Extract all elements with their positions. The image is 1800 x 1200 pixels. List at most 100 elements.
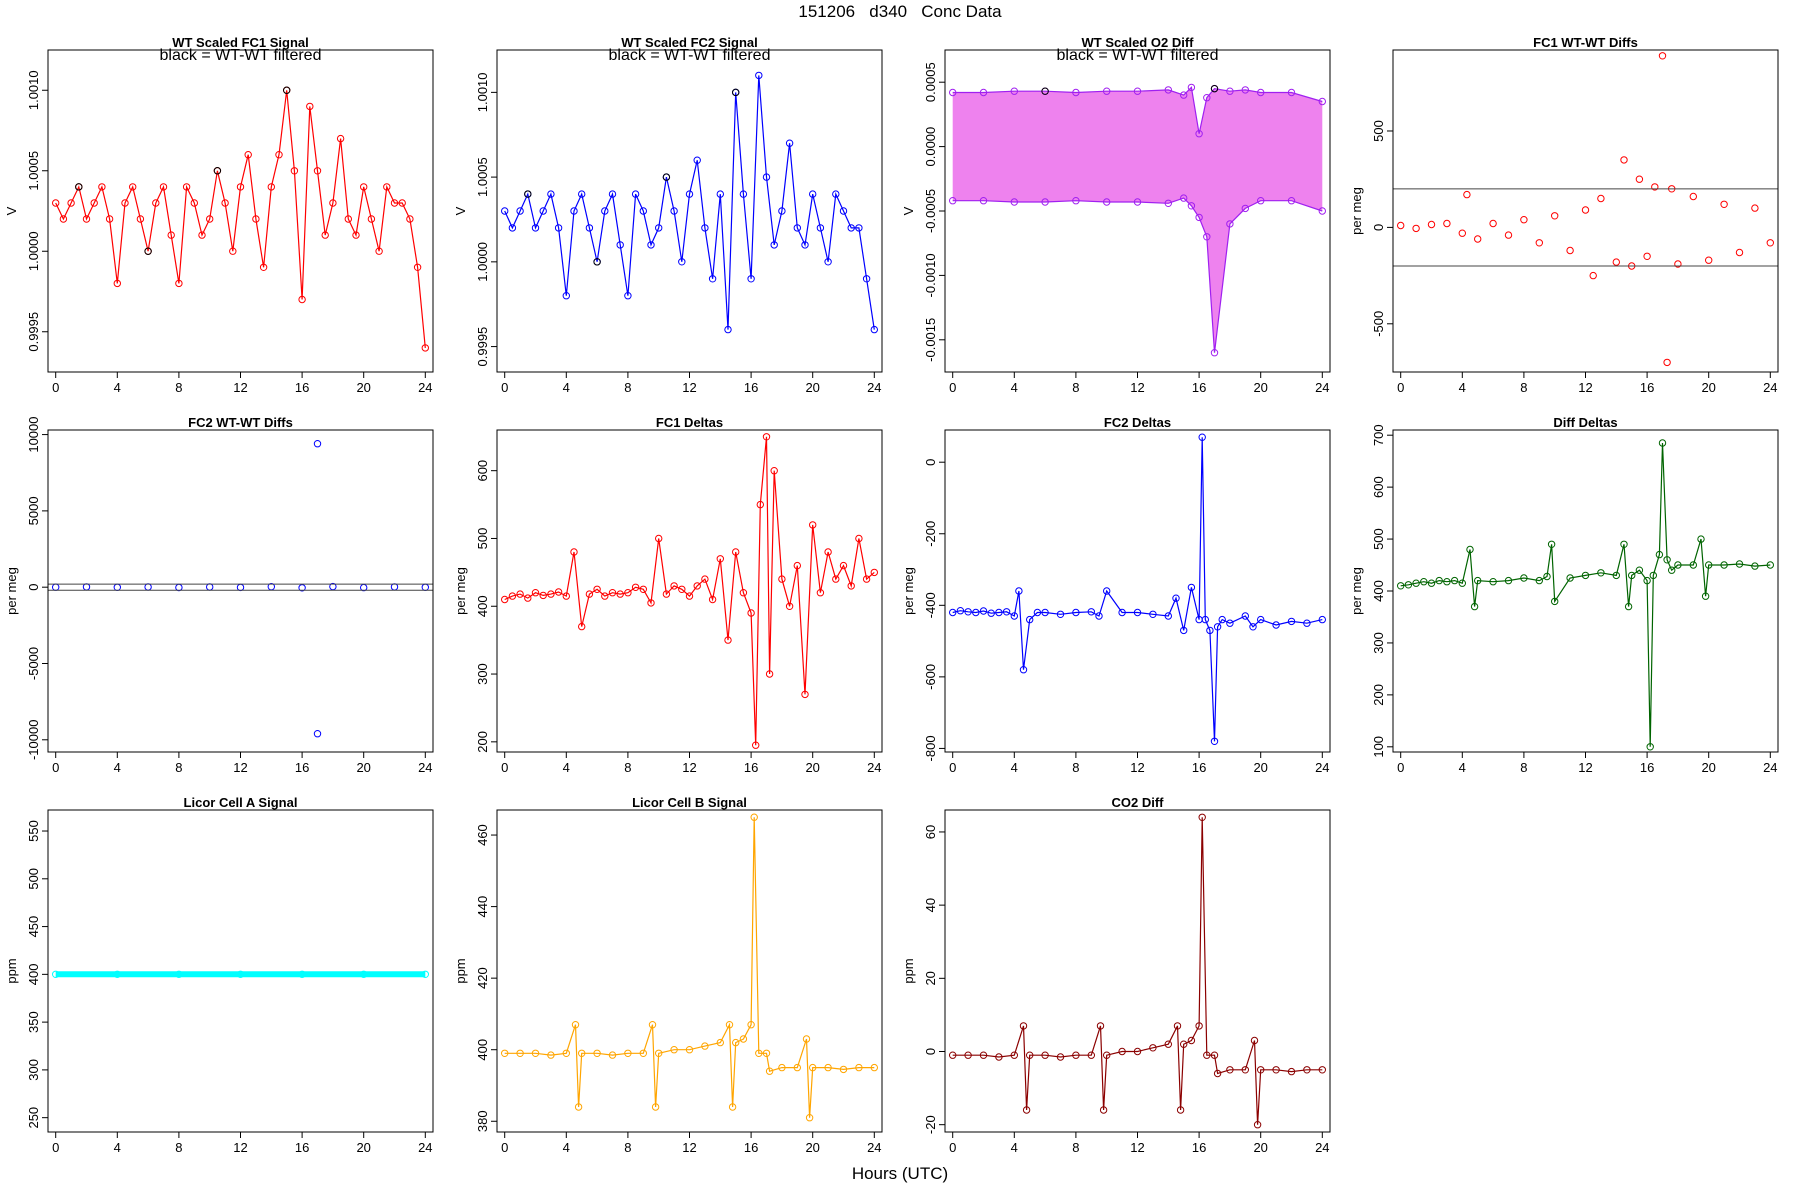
y-tick-label: 1.0000	[26, 231, 41, 271]
data-point	[608, 589, 617, 597]
data-point	[290, 167, 299, 175]
data-point	[360, 970, 368, 978]
series-line	[952, 437, 1323, 742]
data-point	[1176, 1106, 1185, 1114]
data-point	[732, 1038, 740, 1047]
data-point	[406, 215, 414, 223]
y-tick-label: 60	[923, 825, 938, 839]
data-point	[1187, 83, 1196, 92]
data-point	[747, 275, 755, 283]
data-point	[562, 292, 570, 300]
y-tick-label: 0.9995	[475, 327, 490, 367]
data-point	[648, 1020, 657, 1029]
data-point	[855, 1063, 863, 1072]
data-point	[1520, 216, 1528, 224]
data-point	[375, 247, 383, 255]
x-tick-label: 8	[624, 760, 631, 775]
filtered-point	[283, 86, 291, 94]
data-point	[52, 583, 60, 591]
data-point	[670, 1046, 678, 1054]
data-point	[793, 224, 801, 232]
x-tick-label: 20	[1701, 760, 1715, 775]
x-tick-label: 24	[1315, 760, 1329, 775]
data-point	[1096, 1022, 1105, 1030]
data-point	[206, 583, 214, 591]
data-point	[995, 608, 1003, 617]
chart-title: Diff Deltas	[1553, 415, 1617, 430]
data-point	[778, 207, 786, 215]
x-tick-label: 12	[233, 380, 247, 395]
data-point	[1180, 626, 1188, 635]
data-point	[1015, 587, 1023, 595]
series-diff-deltas	[1397, 439, 1775, 751]
filtered-point	[1210, 84, 1219, 93]
data-point	[539, 591, 547, 600]
data-point	[1056, 1053, 1065, 1061]
x-tick-label: 24	[418, 760, 432, 775]
data-point	[198, 231, 206, 239]
data-point	[655, 224, 663, 232]
data-point	[1668, 566, 1676, 574]
data-point	[1658, 52, 1667, 60]
data-point	[1213, 1069, 1222, 1078]
data-point	[1041, 1051, 1049, 1059]
data-point	[678, 585, 686, 593]
data-point	[693, 582, 701, 590]
data-point	[1701, 592, 1710, 600]
data-point	[398, 199, 406, 207]
x-tick-label: 16	[1640, 760, 1654, 775]
chart-annotation: black = WT-WT filtered	[1057, 47, 1219, 64]
x-tick-label: 12	[682, 380, 696, 395]
data-point	[1649, 571, 1658, 580]
data-point	[601, 207, 609, 215]
x-tick-label: 0	[949, 1140, 956, 1155]
data-point	[762, 173, 771, 181]
data-point	[647, 599, 655, 607]
series-cell-b	[501, 813, 878, 1122]
data-point	[809, 1063, 817, 1072]
data-point	[824, 1063, 832, 1072]
y-axis-label: ppm	[901, 958, 916, 983]
data-point	[1249, 623, 1257, 631]
data-point	[1218, 615, 1226, 624]
data-point	[1164, 86, 1173, 94]
data-point	[855, 224, 863, 232]
data-point	[175, 970, 183, 978]
data-point	[1180, 1040, 1188, 1048]
data-point	[1195, 213, 1203, 222]
data-point	[1489, 219, 1497, 228]
chart-co2-diff: 0 4 8 12 16 20 24 -20 0 20 40 60 ppm CO2 Diff	[901, 795, 1331, 1155]
data-point	[855, 534, 863, 543]
y-tick-label: 300	[26, 1059, 41, 1081]
data-point	[1463, 190, 1471, 199]
data-point	[144, 583, 152, 591]
data-point	[1133, 608, 1142, 617]
y-axis-label: per meg	[4, 567, 19, 615]
data-point	[1420, 578, 1428, 586]
data-point	[750, 813, 758, 821]
x-tick-label: 8	[624, 1140, 631, 1155]
data-point	[685, 1046, 694, 1054]
data-point	[979, 607, 988, 615]
data-point	[655, 534, 663, 543]
data-point	[1010, 87, 1018, 95]
data-point	[313, 440, 322, 448]
data-point	[1697, 535, 1705, 543]
x-tick-label: 8	[1072, 1140, 1079, 1155]
x-tick-label: 4	[1011, 760, 1018, 775]
series-fc1-diffs	[1397, 52, 1775, 367]
data-point	[724, 636, 732, 644]
data-point	[1655, 550, 1664, 559]
data-point	[739, 1035, 748, 1043]
data-point	[1705, 561, 1713, 569]
data-point	[1566, 246, 1574, 255]
data-point	[1041, 608, 1049, 617]
filtered-point	[144, 247, 152, 255]
series-co2-diff	[949, 813, 1327, 1129]
data-point	[67, 199, 75, 207]
x-tick-label: 16	[1192, 760, 1206, 775]
data-point	[1226, 220, 1234, 228]
y-tick-label: 0	[923, 1048, 938, 1055]
data-point	[1253, 1121, 1262, 1129]
data-point	[979, 197, 988, 205]
